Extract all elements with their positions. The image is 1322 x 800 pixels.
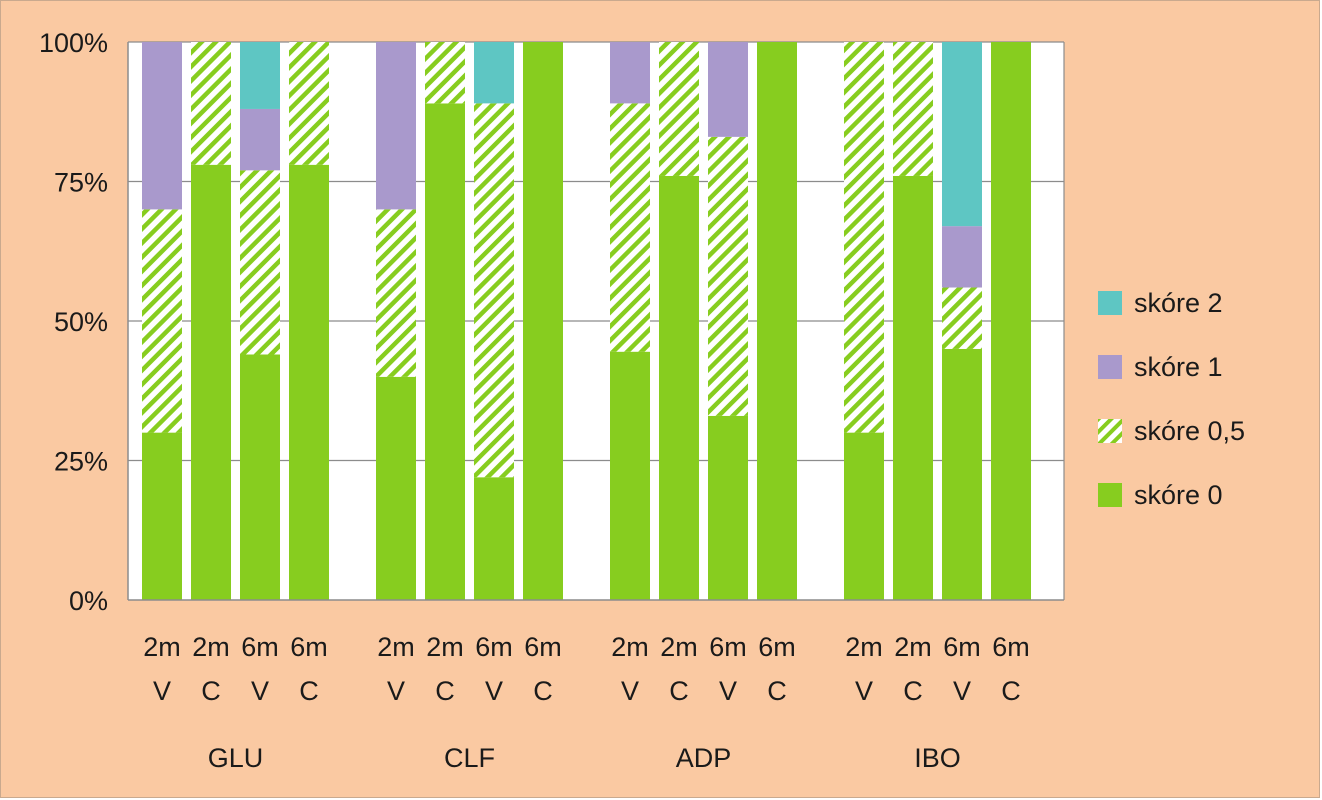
- x-tick-label-type: V: [953, 676, 971, 706]
- x-tick-label-type: V: [855, 676, 873, 706]
- x-tick-label-period: 2m: [143, 632, 181, 662]
- bar-segment-sk-re-1: [142, 42, 182, 210]
- legend-label: skóre 1: [1134, 352, 1223, 382]
- bar-segment-sk-re-2: [240, 42, 280, 109]
- bar-segment-sk-re-0: [844, 432, 884, 600]
- y-tick-label: 75%: [54, 168, 108, 198]
- x-tick-label-period: 2m: [426, 632, 464, 662]
- x-tick-label-type: C: [201, 676, 221, 706]
- x-tick-label-type: V: [387, 676, 405, 706]
- bar-segment-sk-re-0: [376, 376, 416, 600]
- bar-segment-sk-re-0: [240, 354, 280, 600]
- x-tick-label-period: 2m: [192, 632, 230, 662]
- x-tick-label-period: 2m: [377, 632, 415, 662]
- x-tick-label-period: 2m: [611, 632, 649, 662]
- bar-segment-sk-re-0: [191, 164, 231, 600]
- bar-segment-sk-re-0-5: [659, 42, 699, 176]
- y-tick-label: 50%: [54, 307, 108, 337]
- bar-segment-sk-re-1: [942, 226, 982, 288]
- legend-label: skóre 0,5: [1134, 416, 1245, 446]
- bar-segment-sk-re-0-5: [142, 209, 182, 433]
- group-label: CLF: [444, 743, 495, 773]
- x-tick-label-period: 2m: [894, 632, 932, 662]
- legend-swatch: [1098, 483, 1122, 507]
- x-tick-label-type: C: [669, 676, 689, 706]
- bar-segment-sk-re-0: [708, 415, 748, 600]
- y-tick-label: 25%: [54, 447, 108, 477]
- bar-segment-sk-re-0-5: [893, 42, 933, 176]
- x-tick-label-period: 6m: [709, 632, 747, 662]
- x-tick-label-period: 2m: [845, 632, 883, 662]
- bar-segment-sk-re-0: [474, 477, 514, 600]
- bar-segment-sk-re-0-5: [844, 42, 884, 433]
- x-tick-label-type: V: [719, 676, 737, 706]
- bar-segment-sk-re-0: [610, 351, 650, 600]
- x-tick-label-type: C: [903, 676, 923, 706]
- legend-label: skóre 2: [1134, 288, 1223, 318]
- bar-segment-sk-re-2: [942, 42, 982, 227]
- x-tick-label-type: V: [485, 676, 503, 706]
- x-tick-label-type: C: [299, 676, 319, 706]
- bar-segment-sk-re-0-5: [474, 103, 514, 478]
- x-tick-label-period: 2m: [660, 632, 698, 662]
- x-tick-label-period: 6m: [524, 632, 562, 662]
- bar-segment-sk-re-0: [757, 42, 797, 600]
- x-tick-label-type: V: [251, 676, 269, 706]
- group-label: ADP: [676, 743, 732, 773]
- bar-segment-sk-re-0: [991, 42, 1031, 600]
- x-tick-label-period: 6m: [758, 632, 796, 662]
- bar-segment-sk-re-0-5: [191, 42, 231, 165]
- bar-segment-sk-re-0-5: [376, 209, 416, 377]
- y-tick-label: 0%: [69, 586, 108, 616]
- x-tick-label-type: C: [533, 676, 553, 706]
- group-label: IBO: [914, 743, 961, 773]
- bar-segment-sk-re-0-5: [240, 170, 280, 355]
- legend-swatch: [1098, 419, 1122, 443]
- x-tick-label-type: V: [621, 676, 639, 706]
- x-tick-label-period: 6m: [475, 632, 513, 662]
- legend-swatch: [1098, 355, 1122, 379]
- bar-segment-sk-re-0-5: [289, 42, 329, 165]
- bar-segment-sk-re-1: [610, 42, 650, 104]
- bar-segment-sk-re-1: [240, 108, 280, 171]
- x-tick-label-period: 6m: [241, 632, 279, 662]
- x-tick-label-period: 6m: [943, 632, 981, 662]
- bar-segment-sk-re-0-5: [425, 42, 465, 104]
- x-tick-label-type: C: [1001, 676, 1021, 706]
- bar-segment-sk-re-1: [708, 42, 748, 137]
- bar-segment-sk-re-0-5: [942, 287, 982, 349]
- bar-segment-sk-re-2: [474, 42, 514, 104]
- bar-segment-sk-re-0-5: [708, 136, 748, 416]
- legend-label: skóre 0: [1134, 480, 1223, 510]
- bar-segment-sk-re-0: [289, 164, 329, 600]
- y-tick-label: 100%: [39, 28, 108, 58]
- bar-segment-sk-re-0: [659, 175, 699, 601]
- x-tick-label-period: 6m: [992, 632, 1030, 662]
- bar-segment-sk-re-0-5: [610, 103, 650, 352]
- bar-segment-sk-re-0: [142, 432, 182, 600]
- bar-segment-sk-re-0: [893, 175, 933, 601]
- x-tick-label-type: V: [153, 676, 171, 706]
- bar-segment-sk-re-1: [376, 42, 416, 210]
- bar-segment-sk-re-0: [942, 348, 982, 600]
- legend-swatch: [1098, 291, 1122, 315]
- bar-segment-sk-re-0: [523, 42, 563, 600]
- x-tick-label-type: C: [767, 676, 787, 706]
- group-label: GLU: [208, 743, 264, 773]
- x-tick-label-period: 6m: [290, 632, 328, 662]
- bar-segment-sk-re-0: [425, 103, 465, 600]
- x-tick-label-type: C: [435, 676, 455, 706]
